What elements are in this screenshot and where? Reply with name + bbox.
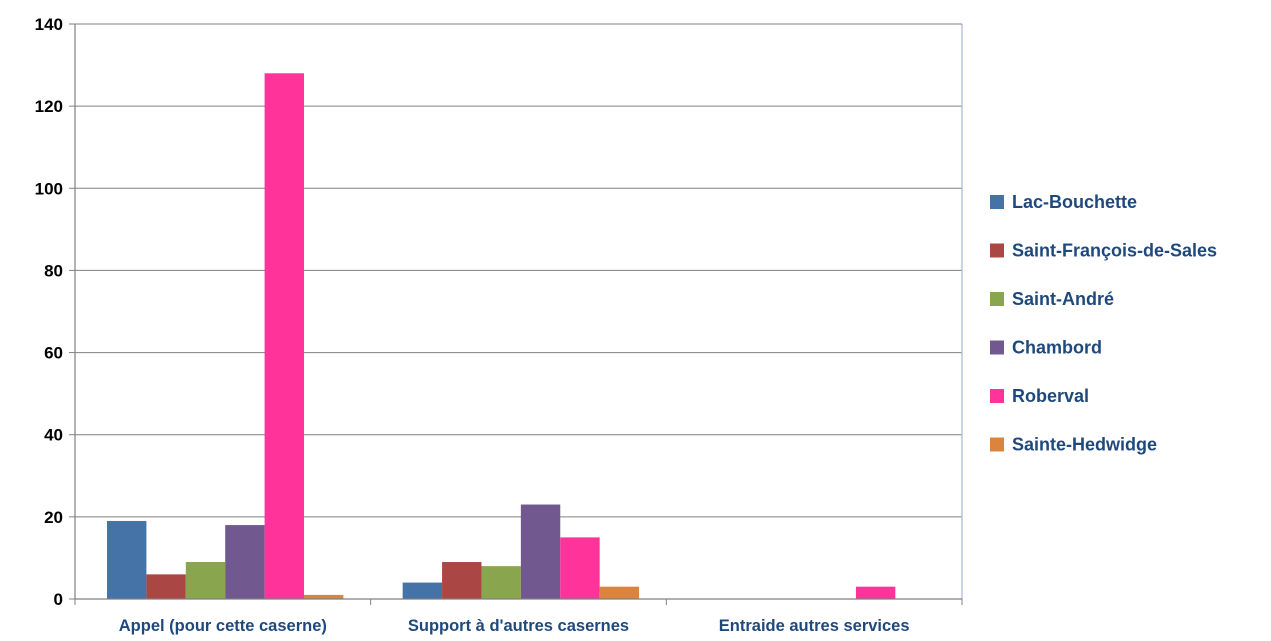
legend-swatch — [990, 340, 1004, 355]
bar — [264, 73, 304, 600]
y-tick-label: 20 — [44, 508, 63, 527]
bar — [225, 525, 265, 599]
legend-label: Saint-François-de-Sales — [1012, 241, 1217, 261]
x-category-label: Entraide autres services — [719, 617, 910, 635]
gridlines — [75, 105, 962, 518]
bar — [107, 520, 147, 599]
legend: Lac-Bouchette Saint-François-de-Sales Sain… — [990, 192, 1217, 455]
y-tick-label: 80 — [44, 261, 63, 280]
bar — [442, 562, 482, 599]
bar — [520, 504, 561, 599]
y-tick-label: 100 — [35, 179, 63, 198]
bar — [304, 594, 344, 599]
y-axis-ticks: 0 20 40 60 80 100 120 140 — [35, 15, 63, 609]
bar — [599, 586, 640, 599]
bar — [481, 566, 521, 599]
x-category-label: Support à d'autres casernes — [408, 617, 629, 635]
legend-label: Chambord — [1012, 338, 1102, 358]
legend-swatch — [990, 437, 1004, 452]
legend-label: Roberval — [1012, 386, 1089, 406]
x-axis-categories: Appel (pour cette caserne) Support à d'au… — [119, 617, 910, 635]
plot-area — [75, 23, 963, 599]
bar — [560, 537, 600, 599]
x-category-label: Appel (pour cette caserne) — [119, 617, 327, 635]
axes — [69, 23, 963, 605]
y-tick-label: 120 — [35, 97, 63, 116]
legend-label: Sainte-Hedwidge — [1012, 435, 1157, 455]
y-tick-label: 0 — [54, 590, 63, 609]
y-tick-label: 60 — [44, 344, 63, 363]
legend-swatch — [990, 195, 1004, 209]
bar — [146, 574, 186, 599]
legend-swatch — [990, 243, 1004, 258]
y-tick-label: 40 — [44, 426, 63, 445]
y-tick-label: 140 — [35, 15, 63, 34]
bars — [107, 73, 896, 600]
legend-label: Lac-Bouchette — [1012, 192, 1137, 212]
legend-swatch — [990, 389, 1004, 403]
legend-label: Saint-André — [1012, 289, 1114, 309]
bar — [185, 562, 226, 599]
bar — [855, 586, 896, 599]
bar — [402, 582, 443, 599]
legend-swatch — [990, 292, 1004, 306]
